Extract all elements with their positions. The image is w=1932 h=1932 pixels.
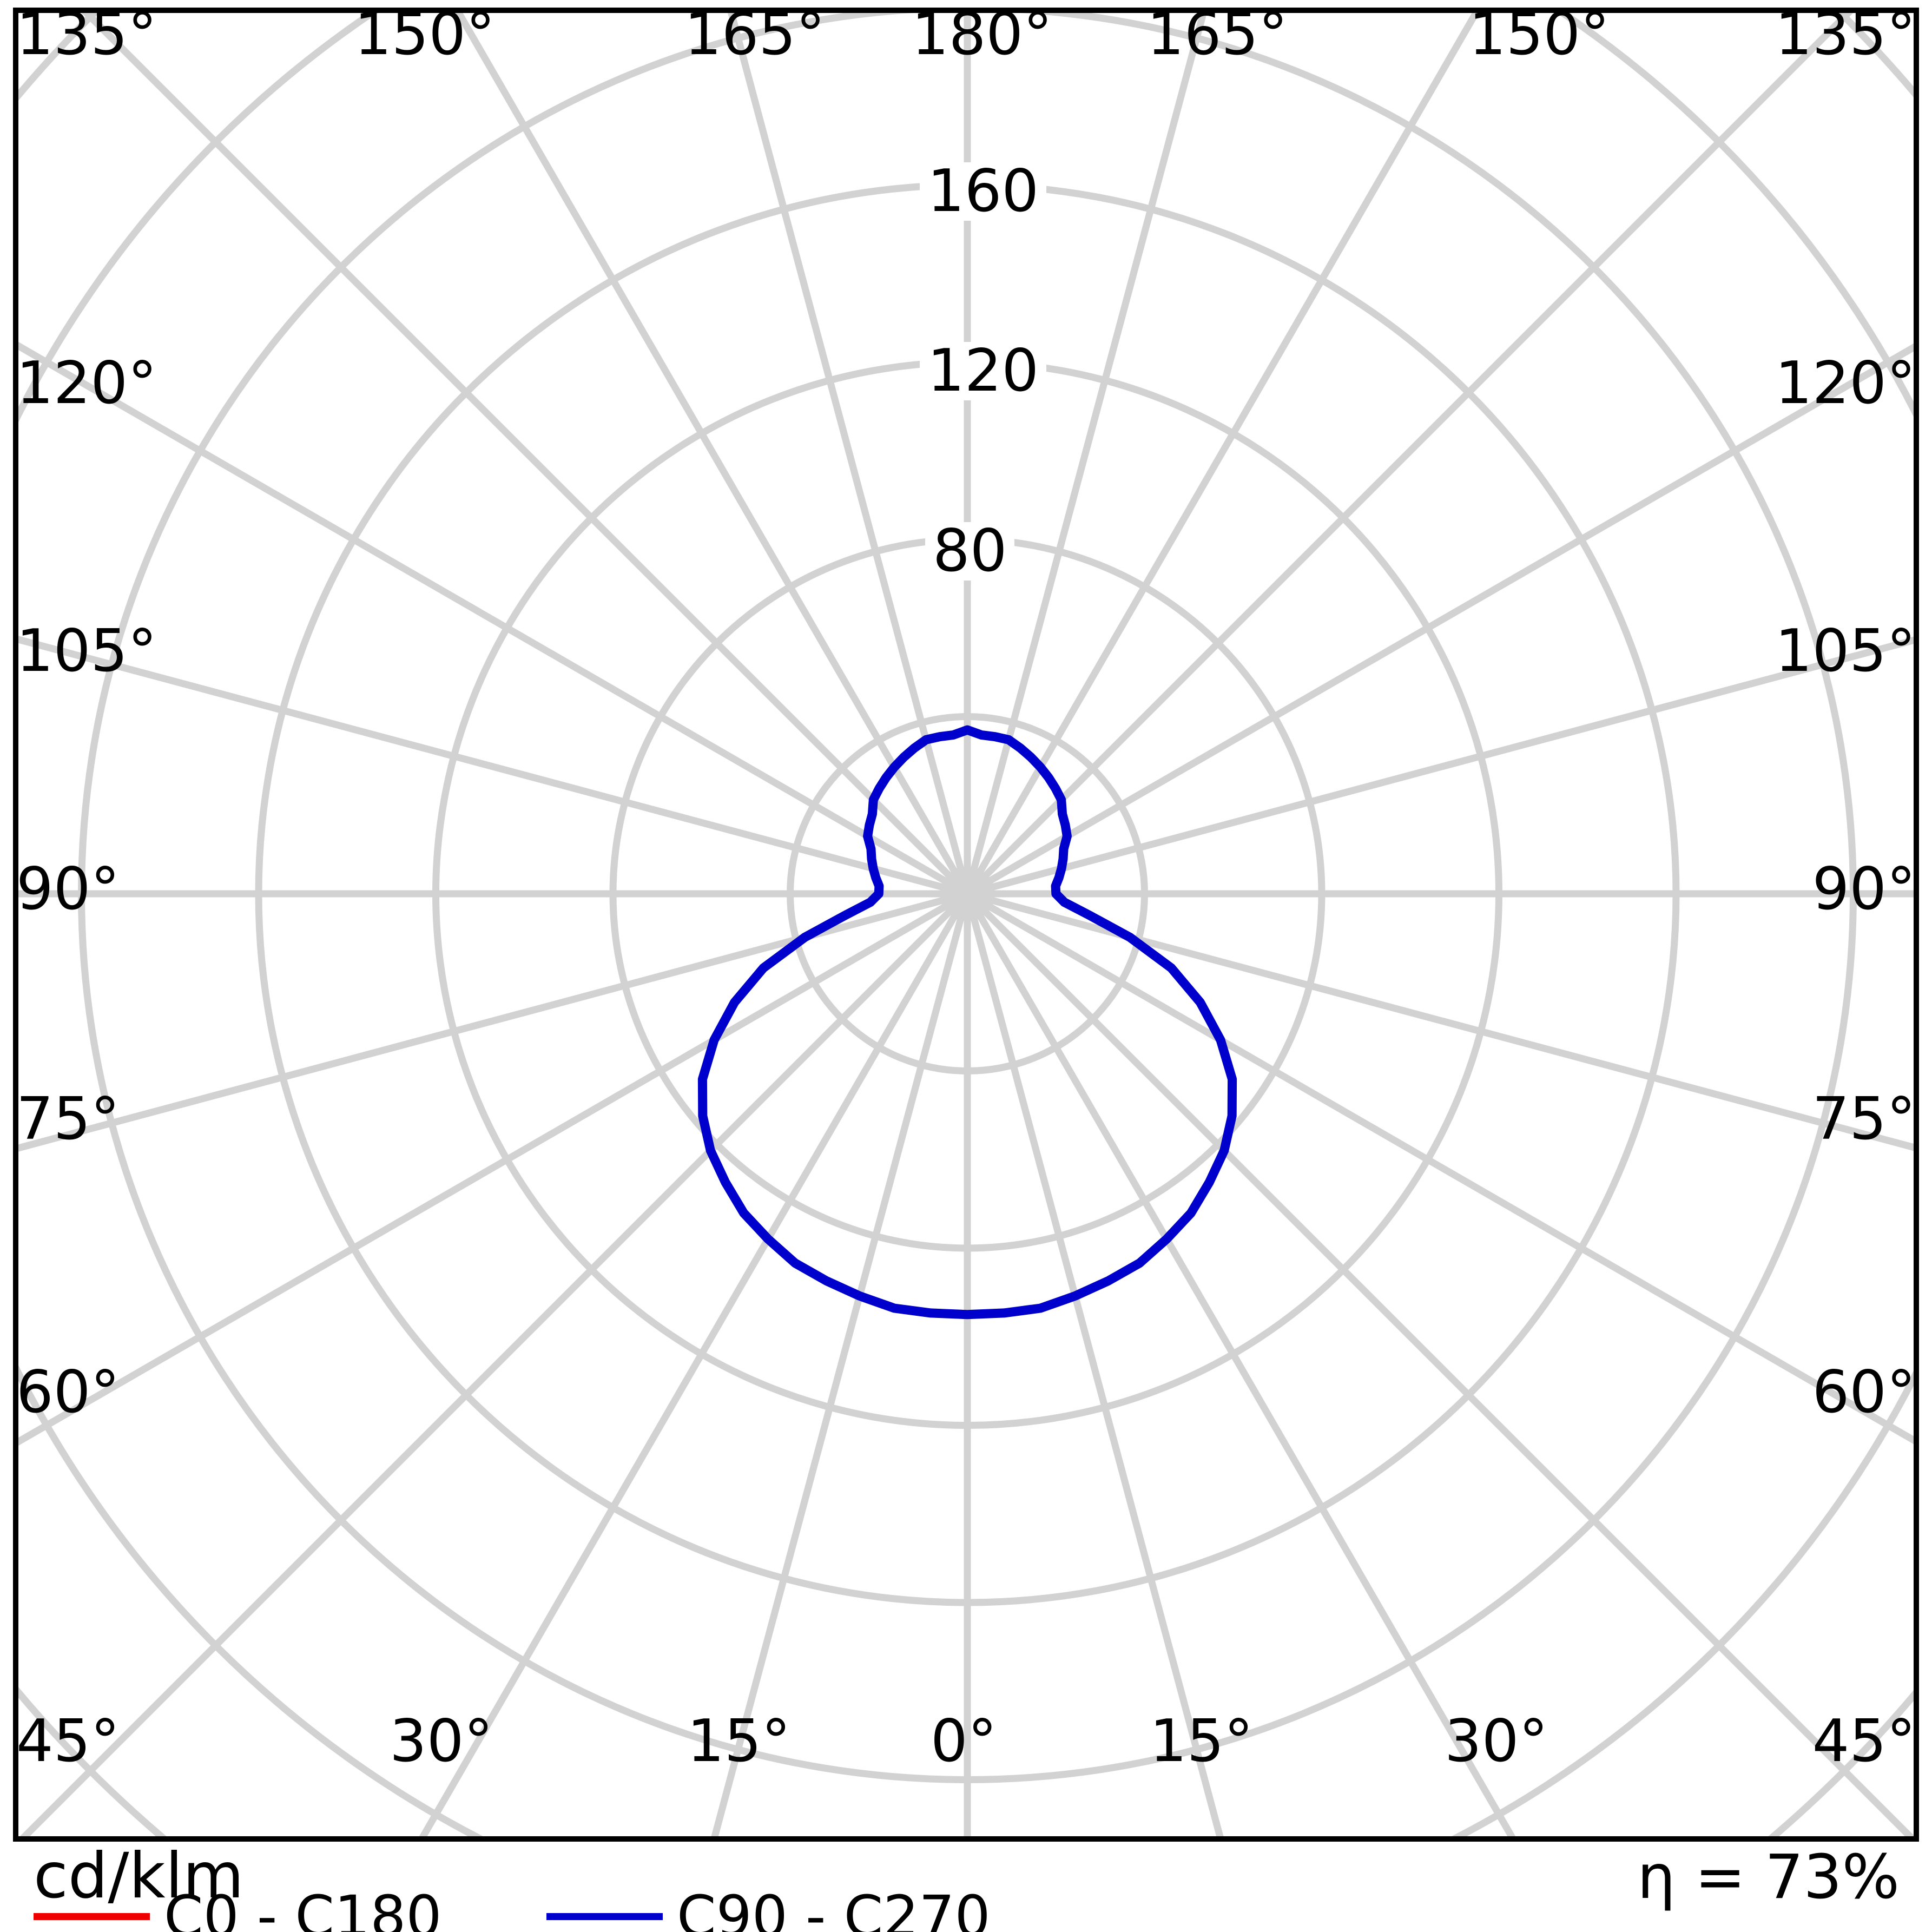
unit-label: cd/klm [34,1839,244,1913]
curve-c90-c270 [697,725,1237,1320]
angle-label-150-topleft: 150° [354,1,496,68]
angle-label-105-left: 105° [16,617,157,685]
angle-label-0-bottom: 0° [931,1707,997,1775]
polar-spoke-45 [964,890,1914,1836]
polar-spoke-135 [964,13,1854,898]
angle-label-60-right: 60° [1812,1359,1916,1426]
polar-spoke--120 [18,341,971,898]
polar-spoke-15 [964,890,1224,1836]
angle-label-135-left: 135° [16,1,157,68]
radial-label-80: 80 [925,522,1015,581]
legend-label-c0-c180: C0 - C180 [164,1883,442,1932]
angle-label-135-right: 135° [1775,1,1916,68]
angle-label-165-topright: 165° [1147,1,1288,68]
polar-spoke-165 [964,13,1207,898]
legend-swatch-c90-c270 [546,1913,663,1920]
angle-label-30-bottomleft: 30° [390,1707,493,1775]
polar-spoke-75 [964,890,1914,1151]
legend-item-c0-c180[interactable]: C0 - C180 [34,1888,442,1932]
polar-spoke--60 [18,890,971,1446]
angle-label-15-bottomleft: 15° [687,1707,791,1775]
angle-label-120-right: 120° [1775,350,1916,417]
distribution-curves [697,725,1237,1320]
legend-swatch-c0-c180 [34,1913,150,1920]
polar-spoke--30 [419,890,971,1836]
efficiency-label: η = 73% [1637,1842,1900,1913]
polar-spoke--75 [18,890,971,1152]
legend-item-c90-c270[interactable]: C90 - C270 [546,1888,991,1932]
angle-label-45-left: 45° [16,1707,120,1775]
legend: cd/klm η = 73% C0 - C180 C90 - C270 [0,1842,1932,1932]
polar-spoke-30 [964,890,1516,1836]
radial-label-120: 120 [920,342,1047,400]
polar-spoke-105 [964,636,1914,898]
polar-spoke--45 [19,890,971,1836]
polar-spoke--135 [81,13,971,898]
angle-label-165-topleft: 165° [684,1,826,68]
polar-spoke--105 [18,636,971,898]
polar-spoke--165 [728,13,971,898]
polar-spoke--15 [711,890,971,1836]
angle-label-120-left: 120° [16,350,157,417]
polar-spoke-60 [964,890,1914,1445]
angle-label-150-topright: 150° [1469,1,1610,68]
angle-label-90-right: 90° [1812,855,1916,923]
angle-label-75-right: 75° [1812,1085,1916,1153]
radial-label-160: 160 [920,162,1047,221]
angle-label-180-top: 180° [912,1,1053,68]
angle-label-75-left: 75° [16,1085,120,1153]
polar-spoke-150 [964,13,1480,898]
angle-label-105-right: 105° [1775,617,1916,685]
angle-label-15-bottomright: 15° [1150,1707,1254,1775]
polar-spoke--150 [454,13,971,898]
angle-label-60-left: 60° [16,1359,120,1426]
angle-label-30-bottomright: 30° [1445,1707,1548,1775]
legend-label-c90-c270: C90 - C270 [677,1883,991,1932]
angle-label-90-left: 90° [16,855,120,923]
polar-spoke-120 [964,343,1914,898]
angle-label-45-right: 45° [1812,1707,1916,1775]
